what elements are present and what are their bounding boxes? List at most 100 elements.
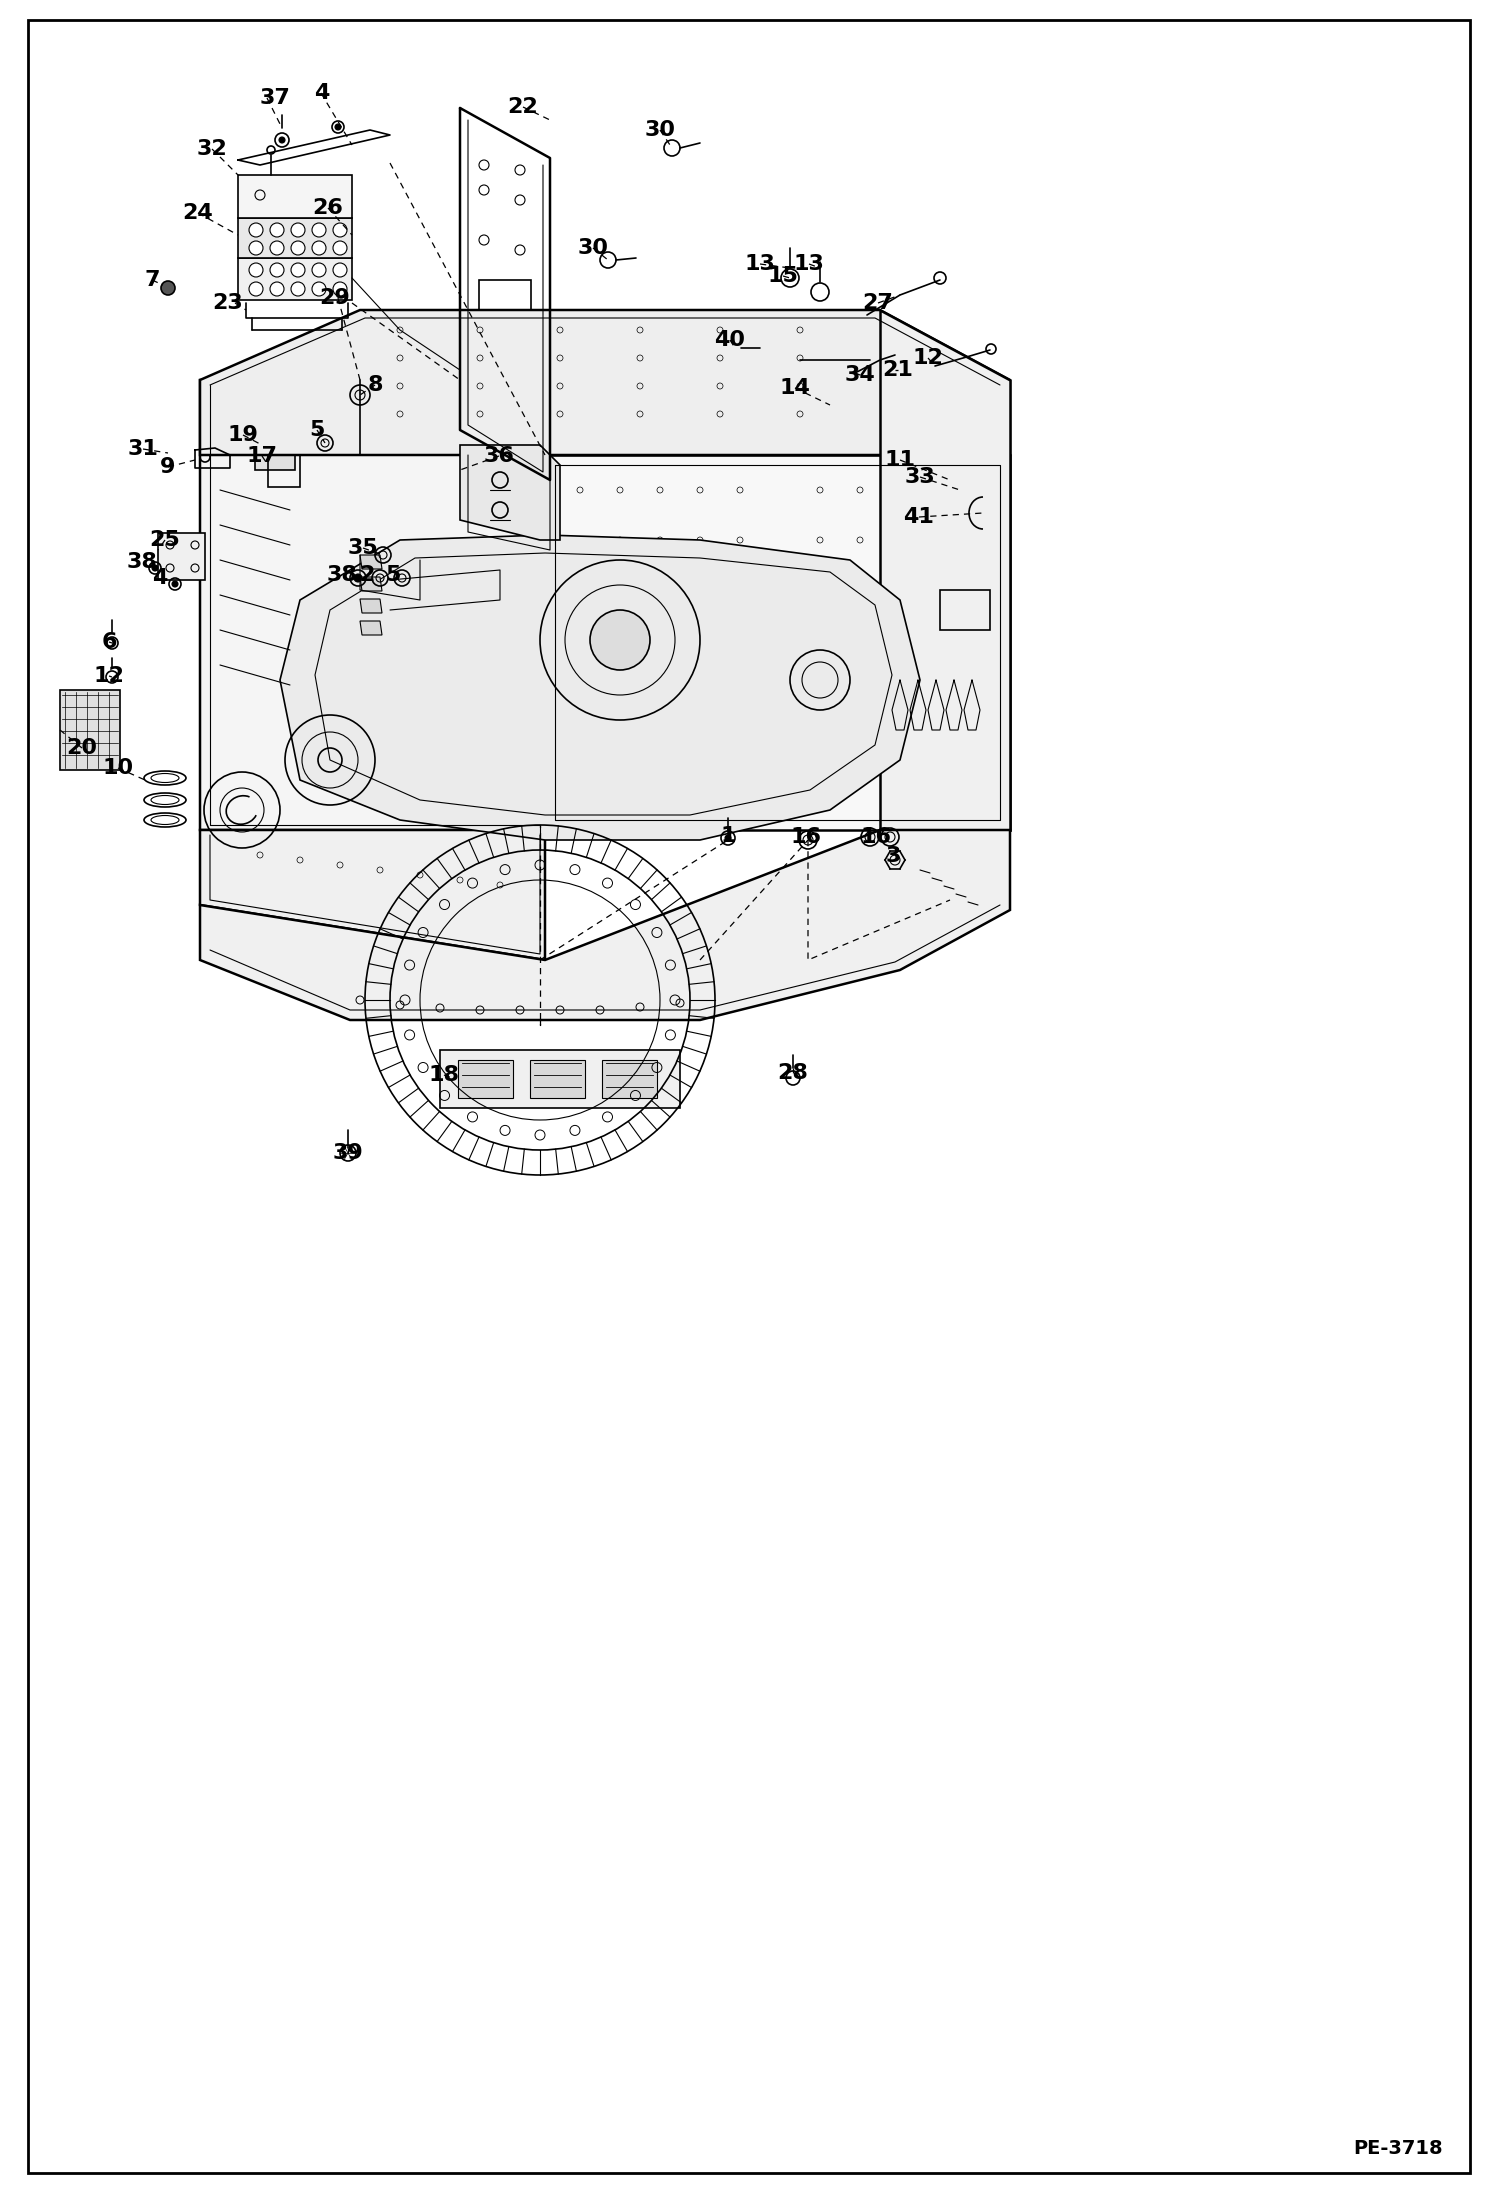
Text: 21: 21 [882, 360, 914, 379]
Text: 18: 18 [428, 1066, 460, 1086]
Polygon shape [238, 175, 352, 217]
Text: 28: 28 [777, 1064, 809, 1083]
Circle shape [270, 241, 285, 254]
Polygon shape [157, 533, 205, 579]
Text: 32: 32 [196, 138, 228, 160]
Circle shape [291, 283, 306, 296]
Text: 13: 13 [745, 254, 776, 274]
Polygon shape [238, 259, 352, 300]
Circle shape [172, 581, 178, 588]
Circle shape [312, 263, 327, 276]
Text: 38: 38 [327, 566, 358, 586]
Text: 17: 17 [247, 445, 277, 465]
Text: 36: 36 [484, 445, 514, 465]
Polygon shape [255, 434, 295, 469]
Circle shape [151, 566, 157, 570]
Circle shape [725, 836, 731, 840]
Circle shape [312, 283, 327, 296]
Text: 20: 20 [66, 739, 97, 759]
Polygon shape [870, 340, 909, 421]
Circle shape [336, 125, 342, 129]
Text: 10: 10 [102, 759, 133, 779]
Text: 16: 16 [791, 827, 821, 846]
Circle shape [333, 241, 348, 254]
Text: 29: 29 [319, 287, 351, 307]
Circle shape [291, 224, 306, 237]
Polygon shape [360, 555, 382, 568]
Text: 7: 7 [144, 270, 160, 289]
Text: 13: 13 [794, 254, 824, 274]
Polygon shape [60, 691, 120, 770]
Circle shape [333, 224, 348, 237]
Circle shape [291, 241, 306, 254]
Text: 14: 14 [779, 377, 810, 397]
Circle shape [249, 263, 264, 276]
Text: 30: 30 [644, 121, 676, 140]
Text: 39: 39 [333, 1143, 364, 1162]
Text: 4: 4 [153, 568, 168, 588]
Text: 41: 41 [903, 507, 935, 526]
Circle shape [249, 224, 264, 237]
Polygon shape [545, 454, 1010, 829]
Circle shape [590, 610, 650, 671]
Text: 19: 19 [228, 425, 259, 445]
Text: 37: 37 [259, 88, 291, 107]
Bar [941, 590, 990, 629]
Bar [268, 454, 300, 487]
Text: 30: 30 [578, 239, 608, 259]
Text: 38: 38 [126, 553, 157, 572]
Circle shape [160, 281, 175, 296]
Text: 26: 26 [313, 197, 343, 217]
Polygon shape [602, 1059, 658, 1099]
Circle shape [270, 263, 285, 276]
Polygon shape [360, 621, 382, 636]
Polygon shape [201, 829, 1010, 1020]
Circle shape [291, 263, 306, 276]
Circle shape [249, 283, 264, 296]
Polygon shape [440, 1050, 680, 1107]
Text: 8: 8 [367, 375, 383, 395]
Text: 5: 5 [385, 566, 400, 586]
Polygon shape [360, 577, 382, 590]
Text: 9: 9 [160, 456, 175, 478]
Circle shape [354, 575, 363, 581]
Polygon shape [280, 535, 920, 840]
Text: 12: 12 [93, 667, 124, 686]
Text: 4: 4 [315, 83, 330, 103]
Text: 16: 16 [860, 827, 891, 846]
Text: 22: 22 [508, 96, 538, 116]
Circle shape [333, 283, 348, 296]
Text: 23: 23 [213, 294, 243, 314]
Circle shape [270, 283, 285, 296]
Text: 11: 11 [884, 450, 915, 469]
Polygon shape [201, 829, 545, 961]
Circle shape [279, 136, 285, 143]
Circle shape [312, 241, 327, 254]
Polygon shape [201, 309, 1010, 454]
Text: 3: 3 [885, 846, 900, 866]
Text: 25: 25 [150, 531, 180, 550]
Polygon shape [460, 445, 560, 539]
Text: 35: 35 [348, 537, 379, 557]
Circle shape [333, 263, 348, 276]
Circle shape [249, 241, 264, 254]
Polygon shape [458, 1059, 512, 1099]
Polygon shape [800, 360, 870, 421]
Text: 1: 1 [721, 827, 736, 846]
Text: 15: 15 [767, 265, 798, 285]
Text: 5: 5 [309, 421, 325, 441]
Bar [479, 281, 530, 318]
Polygon shape [879, 309, 1010, 829]
Text: 34: 34 [845, 364, 875, 386]
Text: 2: 2 [360, 566, 374, 586]
Text: 6: 6 [102, 632, 117, 651]
Text: 31: 31 [127, 439, 159, 458]
Circle shape [312, 224, 327, 237]
Polygon shape [530, 1059, 586, 1099]
Polygon shape [360, 599, 382, 614]
Text: 24: 24 [183, 204, 213, 224]
Circle shape [270, 224, 285, 237]
Polygon shape [201, 379, 545, 829]
Text: 12: 12 [912, 349, 944, 368]
Text: 40: 40 [715, 329, 746, 351]
